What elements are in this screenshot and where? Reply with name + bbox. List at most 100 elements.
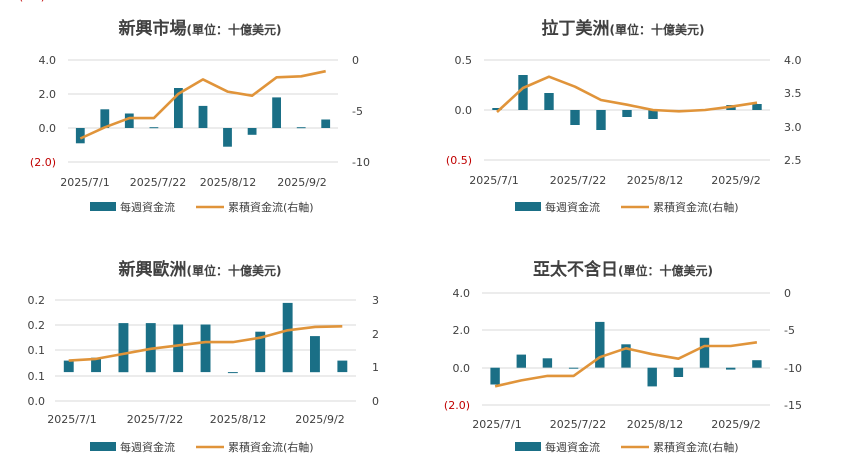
right-axis-tick-label: 0: [372, 395, 379, 408]
weekly-flow-bar: [622, 110, 632, 117]
x-axis-tick-label: 2025/8/12: [210, 413, 266, 426]
left-axis-tick-label: 0.1: [28, 344, 46, 357]
left-axis-tick-label: 0.0: [28, 395, 46, 408]
weekly-flow-bar: [516, 354, 526, 368]
chart-title-main: 新興市場: [119, 18, 187, 39]
x-axis-tick-label: 2025/8/12: [200, 176, 256, 189]
cumulative-flow-line: [496, 75, 758, 113]
weekly-flow-bar: [595, 321, 605, 368]
legend-label-cumulative: 累積資金流(右軸): [228, 440, 314, 454]
weekly-flow-bar: [337, 360, 348, 373]
left-axis-tick-label: 0.0: [39, 122, 57, 135]
right-axis-tick-label: 2: [372, 328, 379, 341]
right-axis-tick-label: 2.5: [784, 154, 802, 167]
weekly-flow-bar: [570, 110, 580, 125]
left-axis-tick-label: 0.2: [28, 294, 46, 307]
chart-1: 新興市場(單位：十億美元) 4.0 2.0 0.0 (2.0) 0 -5 -10 2025/7/…: [30, 18, 370, 214]
cumulative-flow-line: [79, 69, 326, 140]
left-axis-tick-label: (0.1): [19, 0, 45, 3]
chart-title-main: 拉丁美洲: [542, 18, 610, 39]
legend-label-weekly: 每週資金流: [545, 440, 600, 454]
left-axis-tick-label: 4.0: [39, 54, 57, 67]
x-axis-tick-label: 2025/7/22: [550, 174, 606, 187]
weekly-flow-bar: [621, 344, 631, 368]
x-axis-tick-label: 2025/7/1: [60, 176, 109, 189]
left-axis-tick-label: (2.0): [30, 156, 56, 169]
weekly-flow-bar: [227, 372, 238, 374]
chart-title-unit: (單位：十億美元): [187, 263, 282, 278]
legend-label-cumulative: 累積資金流(右軸): [653, 440, 739, 454]
weekly-flow-bar: [544, 93, 554, 110]
x-axis-tick-label: 2025/7/1: [469, 174, 518, 187]
left-axis-tick-label: 0.5: [455, 54, 473, 67]
weekly-flow-bar: [542, 358, 553, 368]
left-axis-tick-label: (2.0): [444, 399, 470, 412]
x-axis-tick-label: 2025/7/1: [47, 413, 96, 426]
x-axis-tick-label: 2025/9/2: [711, 418, 760, 431]
chart-title: 亞太不含日(單位：十億美元): [533, 259, 713, 280]
left-axis-tick-label: 0.0: [455, 104, 473, 117]
chart-legend: 每週資金流 累積資金流(右軸): [515, 200, 739, 214]
x-axis-tick-label: 2025/7/22: [550, 418, 606, 431]
chart-title: 新興歐洲(單位：十億美元): [119, 259, 282, 280]
chart-title: 拉丁美洲(單位：十億美元): [542, 18, 705, 39]
weekly-flow-bar: [752, 360, 762, 368]
left-axis-tick-label: 0.1: [28, 370, 46, 383]
right-axis-tick-label: 3: [372, 294, 379, 307]
weekly-flow-bar: [673, 367, 684, 377]
weekly-flow-bar: [63, 360, 74, 373]
weekly-flow-bar: [149, 127, 159, 129]
legend-label-weekly: 每週資金流: [545, 200, 600, 214]
x-axis-tick-label: 2025/9/2: [295, 413, 344, 426]
chart-title: 新興市場(單位：十億美元): [119, 18, 282, 39]
weekly-flow-bar: [75, 128, 85, 144]
weekly-flow-bar: [726, 367, 736, 370]
x-axis-tick-label: 2025/9/2: [277, 176, 326, 189]
x-axis-tick-label: 2025/7/22: [127, 413, 183, 426]
right-axis-tick-label: -5: [784, 324, 795, 337]
legend-swatch-bar: [515, 202, 541, 211]
weekly-flow-bar: [198, 105, 208, 128]
chart-title-unit: (單位：十億美元): [187, 22, 282, 37]
weekly-flow-bar: [518, 75, 528, 110]
x-axis-tick-label: 2025/9/2: [711, 174, 760, 187]
x-axis-tick-label: 2025/7/1: [472, 418, 521, 431]
weekly-flow-bar: [647, 367, 657, 387]
right-axis-tick-label: -10: [784, 362, 802, 375]
right-axis-tick-label: 3.5: [784, 87, 802, 100]
cumulative-flow-line: [494, 341, 758, 388]
weekly-flow-bar: [174, 88, 183, 128]
weekly-flow-bar: [282, 302, 293, 373]
right-axis-tick-label: -5: [352, 105, 363, 118]
weekly-flow-bar: [492, 108, 502, 110]
right-axis-tick-label: 0: [784, 287, 791, 300]
weekly-flow-bar: [91, 357, 101, 373]
cumulative-flow-line: [68, 325, 343, 362]
right-axis-tick-label: 3.0: [784, 121, 802, 134]
x-axis-tick-label: 2025/8/12: [627, 174, 683, 187]
left-axis-tick-label: 0.2: [28, 319, 46, 332]
weekly-flow-bar: [296, 127, 306, 129]
right-axis-tick-label: 0: [352, 54, 359, 67]
weekly-flow-bar: [200, 324, 211, 373]
right-axis-tick-label: 1: [372, 361, 379, 374]
chart-3: 新興歐洲(單位：十億美元)0.20.20.10.10.0(0.1)3210202…: [19, 0, 379, 454]
legend-label-cumulative: 累積資金流(右軸): [228, 200, 314, 214]
chart-title-main: 新興歐洲: [119, 259, 187, 280]
chart-2: 拉丁美洲(單位：十億美元) 0.5 0.0 (0.5) 4.0 3.5 3.0 2.5 2025…: [446, 18, 802, 214]
weekly-flow-bar: [699, 337, 710, 368]
chart-legend: 每週資金流 累積資金流(右軸): [90, 200, 314, 214]
weekly-flow-bar: [321, 119, 331, 128]
x-axis-tick-label: 2025/7/22: [130, 176, 186, 189]
left-axis-tick-label: 0.0: [453, 362, 471, 375]
weekly-flow-bar: [272, 97, 281, 128]
left-axis-tick-label: 2.0: [453, 324, 471, 337]
chart-title-main: 亞太不含日: [533, 259, 618, 280]
weekly-flow-bar: [118, 323, 129, 373]
weekly-flow-bar: [173, 324, 184, 373]
legend-swatch-bar: [515, 442, 541, 451]
chart-title-unit: (單位：十億美元): [618, 263, 713, 278]
legend-label-weekly: 每週資金流: [120, 200, 175, 214]
right-axis-tick-label: 4.0: [784, 54, 802, 67]
